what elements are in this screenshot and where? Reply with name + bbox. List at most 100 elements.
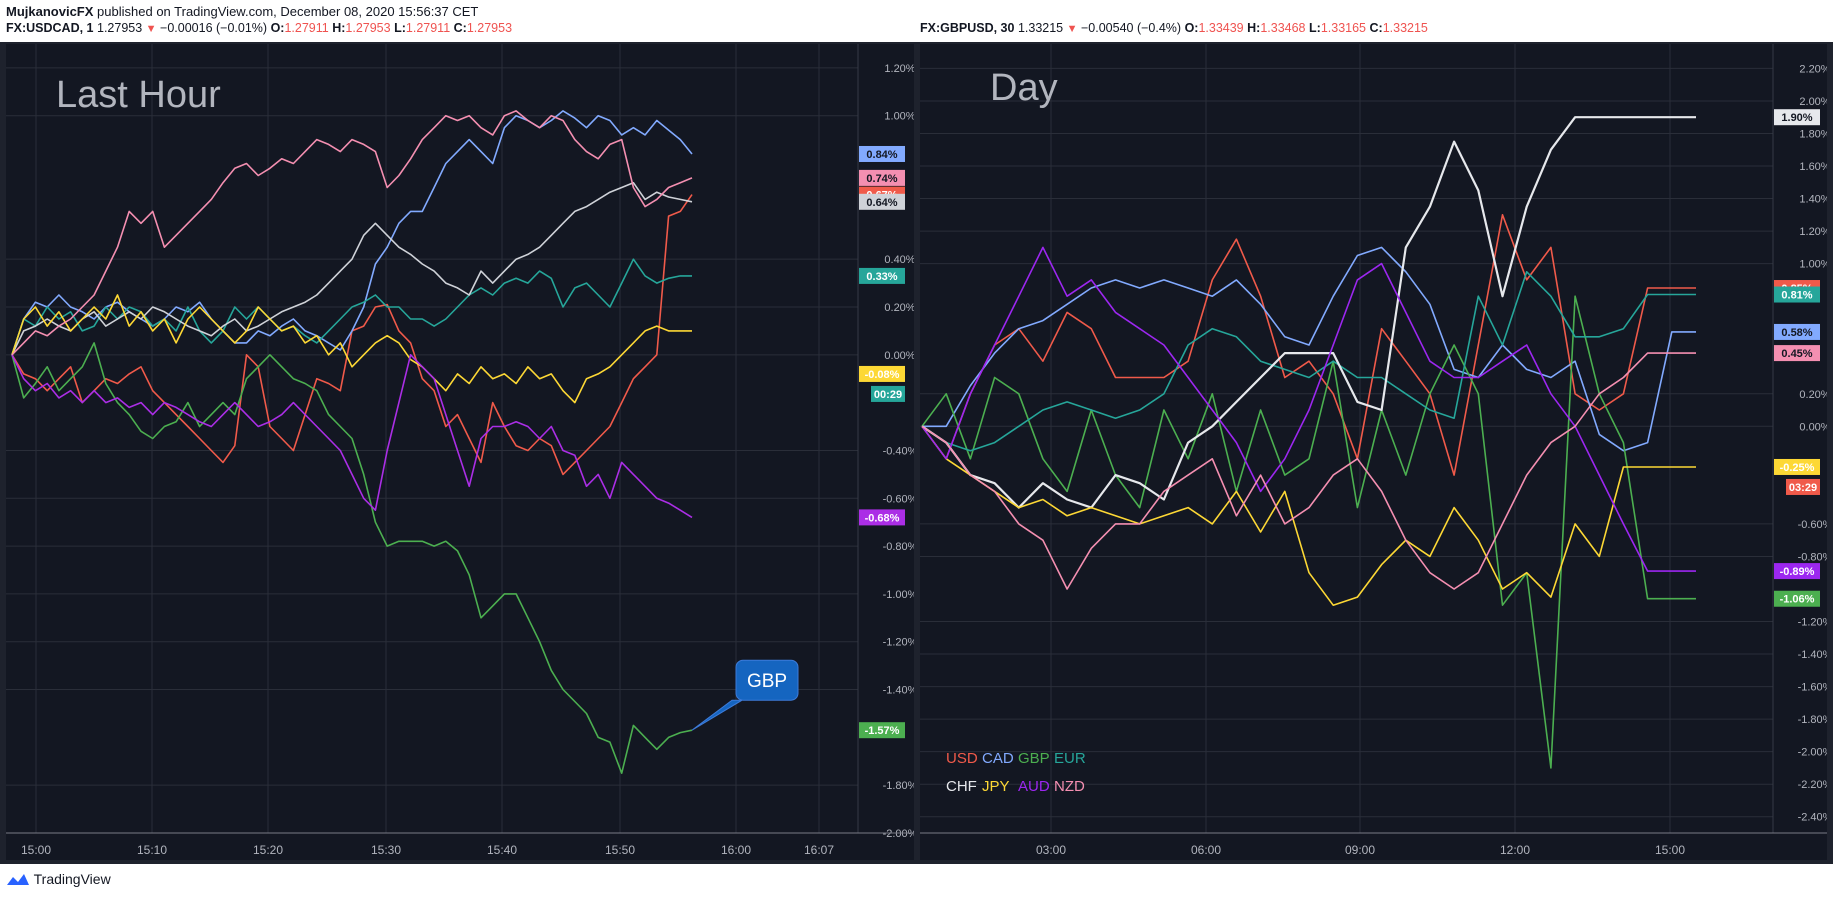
x-tick-label: 06:00 xyxy=(1191,843,1221,857)
x-tick-label: 15:10 xyxy=(137,843,167,857)
right-chart-panel[interactable]: 2.20% 2.00% 1.80% 1.60% 1.40% 1.20% 1.00% 0.20%… xyxy=(920,44,1833,860)
callout-text: GBP xyxy=(747,671,787,692)
last-value-badge xyxy=(859,509,905,526)
legend-item-eur: EUR xyxy=(1054,750,1086,767)
x-tick-label: 15:40 xyxy=(487,843,517,857)
y-tick-label: 2.00% xyxy=(1799,96,1827,108)
countdown-label: 03:29 xyxy=(1789,482,1817,494)
last-value-badge xyxy=(1774,109,1820,126)
y-tick-label: 0.00% xyxy=(1799,421,1827,433)
x-tick-label: 15:00 xyxy=(21,843,51,857)
y-tick-label: -1.20% xyxy=(883,637,914,649)
legend-item-nzd: NZD xyxy=(1054,778,1085,795)
y-tick-label: 0.40% xyxy=(884,254,914,266)
y-tick-label: -1.40% xyxy=(883,685,914,697)
countdown-badge xyxy=(1786,478,1820,495)
y-tick-label: -2.20% xyxy=(1798,779,1827,791)
left-symbol-legend: FX:USDCAD, 1 1.27953 ▼ −0.00016 (−0.01%)… xyxy=(6,21,512,35)
y-tick-label: 2.20% xyxy=(1799,63,1827,75)
x-tick-label: 15:00 xyxy=(1655,843,1685,857)
y-tick-label: 0.20% xyxy=(884,302,914,314)
last-value-label: 1.90% xyxy=(1781,112,1812,124)
down-arrow-icon: ▼ xyxy=(145,23,157,35)
last-value-badge xyxy=(1774,458,1820,475)
last-value-label: 0.84% xyxy=(866,149,897,161)
last-value-badge xyxy=(859,365,905,382)
x-tick-label: 03:00 xyxy=(1036,843,1066,857)
last-value-label: 0.33% xyxy=(866,271,897,283)
series-line-jpy xyxy=(921,425,1696,607)
left-symbol-name[interactable]: FX:USDCAD, 1 xyxy=(6,21,94,35)
series-line-gbp xyxy=(921,295,1696,769)
x-tick-label: 09:00 xyxy=(1345,843,1375,857)
y-tick-label: 1.20% xyxy=(1799,226,1827,238)
left-change: −0.00016 (−0.01%) xyxy=(160,21,268,35)
legend-item-chf: CHF xyxy=(946,778,977,795)
right-symbol-name[interactable]: FX:GBPUSD, 30 xyxy=(920,21,1015,35)
series-line-gbp xyxy=(11,342,693,775)
series-line-nzd xyxy=(11,110,693,356)
y-tick-label: 1.00% xyxy=(884,111,914,123)
y-tick-label: -1.60% xyxy=(1798,682,1827,694)
last-value-badge xyxy=(1774,323,1820,340)
legend-item-jpy: JPY xyxy=(982,778,1010,795)
y-tick-label: -0.80% xyxy=(883,541,914,553)
tradingview-logo-icon xyxy=(7,874,29,885)
left-chart-panel[interactable]: 1.20% 1.00% 0.40% 0.20% 0.00% -0.40% -0.60% -0.… xyxy=(6,44,918,860)
y-tick-label: 0.20% xyxy=(1799,389,1827,401)
x-tick-label: 16:00 xyxy=(721,843,751,857)
left-chart-svg[interactable]: 1.20% 1.00% 0.40% 0.20% 0.00% -0.40% -0.60% -0.… xyxy=(6,44,918,860)
y-tick-label: 1.60% xyxy=(1799,161,1827,173)
left-last: 1.27953 xyxy=(97,21,143,35)
top-bar: MujkanovicFX published on TradingView.co… xyxy=(0,0,1833,42)
l-label: L: xyxy=(1309,21,1321,35)
tradingview-brand: TradingView xyxy=(33,871,111,887)
last-value-badge xyxy=(859,722,905,739)
x-tick-label: 15:20 xyxy=(253,843,283,857)
last-value-badge xyxy=(859,193,905,210)
tradingview-logo[interactable]: TradingView xyxy=(6,871,111,887)
y-tick-label: -1.40% xyxy=(1798,649,1827,661)
y-tick-label: -0.80% xyxy=(1798,551,1827,563)
left-high: 1.27953 xyxy=(345,21,391,35)
series-line-eur xyxy=(11,258,692,356)
right-low: 1.33165 xyxy=(1320,21,1366,35)
last-value-label: -1.06% xyxy=(1780,594,1815,606)
publish-info: MujkanovicFX published on TradingView.co… xyxy=(6,4,478,19)
last-value-label: 0.58% xyxy=(1781,327,1812,339)
callout-box xyxy=(735,659,799,701)
y-tick-label: -0.40% xyxy=(883,445,914,457)
last-value-label: 0.64% xyxy=(866,197,897,209)
publish-text: published on TradingView.com, December 0… xyxy=(97,4,479,19)
x-tick-label: 12:00 xyxy=(1500,843,1530,857)
right-close: 1.33215 xyxy=(1382,21,1428,35)
last-value-badge xyxy=(1774,590,1820,607)
y-tick-label: -1.00% xyxy=(883,589,914,601)
right-high: 1.33468 xyxy=(1260,21,1306,35)
last-value-label: 0.74% xyxy=(866,173,897,185)
last-value-badge xyxy=(859,169,905,186)
last-value-badge xyxy=(859,145,905,162)
series-line-nzd xyxy=(921,352,1696,590)
right-chart-svg[interactable]: 2.20% 2.00% 1.80% 1.60% 1.40% 1.20% 1.00% 0.20%… xyxy=(920,44,1833,860)
series-line-aud xyxy=(11,353,693,519)
legend-item-gbp: GBP xyxy=(1018,750,1050,767)
y-tick-label: 1.80% xyxy=(1799,128,1827,140)
left-low: 1.27911 xyxy=(405,21,451,35)
chart-title: Last Hour xyxy=(56,74,221,116)
last-value-badge xyxy=(1774,345,1820,362)
legend-item-cad: CAD xyxy=(982,750,1014,767)
last-value-label: -0.25% xyxy=(1780,462,1815,474)
series-line-chf xyxy=(921,116,1696,509)
series-line-usd xyxy=(11,194,693,476)
o-label: O: xyxy=(270,21,285,35)
author-name[interactable]: MujkanovicFX xyxy=(6,4,94,19)
last-value-label: -0.89% xyxy=(1780,566,1815,578)
last-value-label: -1.57% xyxy=(865,725,900,737)
series-line-eur xyxy=(921,271,1696,452)
countdown-label: 00:29 xyxy=(874,389,902,401)
y-tick-label: -1.80% xyxy=(883,780,914,792)
series-line-cad xyxy=(11,110,693,356)
last-value-label: 0.45% xyxy=(1781,348,1812,360)
left-close: 1.27953 xyxy=(466,21,513,35)
